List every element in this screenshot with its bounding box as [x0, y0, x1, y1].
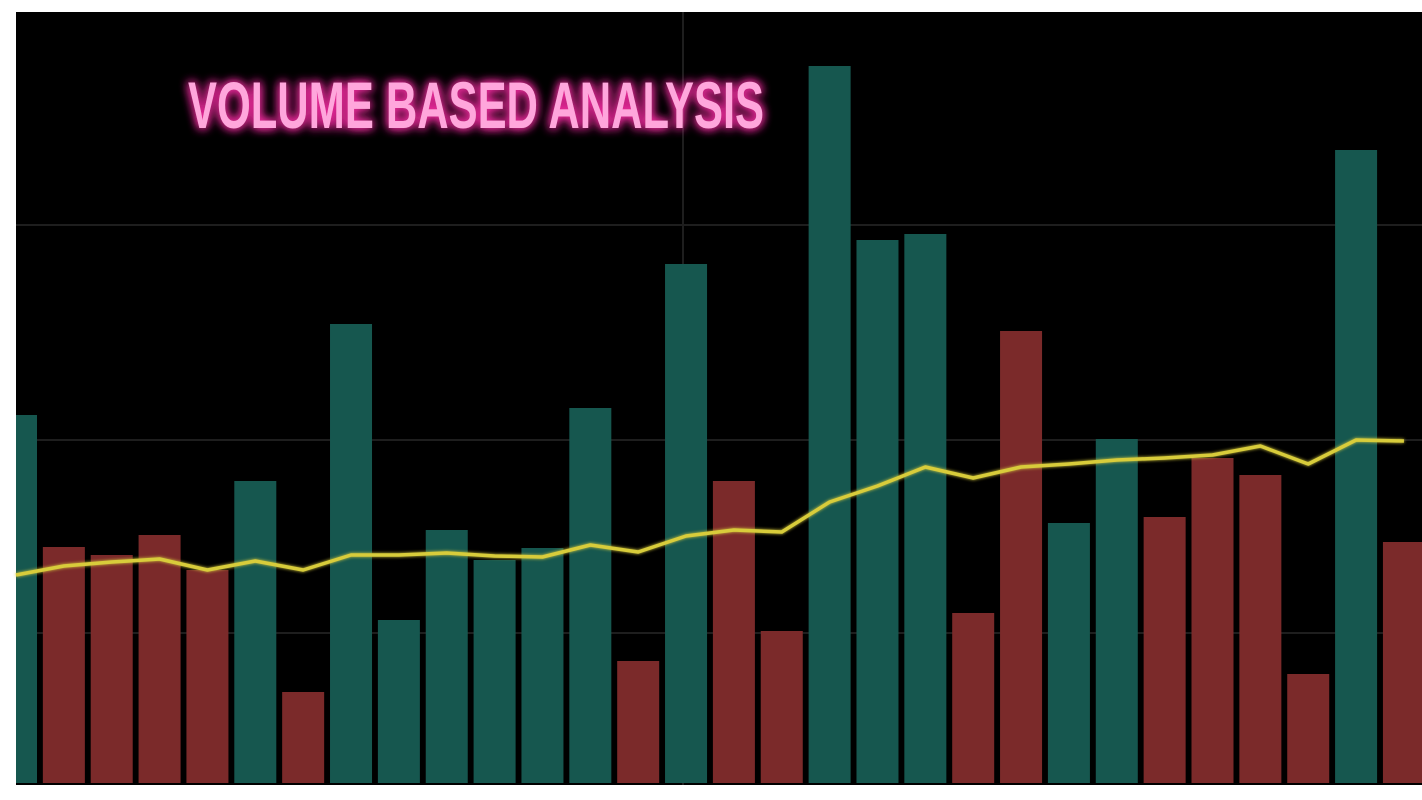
bar — [138, 535, 181, 783]
bar — [234, 481, 277, 783]
bar — [808, 66, 851, 783]
bar — [473, 560, 516, 783]
bar — [712, 481, 755, 783]
bar — [1287, 674, 1330, 783]
bar — [42, 547, 85, 783]
bar — [16, 415, 37, 783]
bar — [1095, 439, 1138, 783]
bar — [1382, 542, 1422, 783]
bar — [1191, 458, 1234, 783]
bar — [617, 661, 660, 783]
bar — [425, 530, 468, 783]
bar — [760, 631, 803, 783]
bar — [377, 620, 420, 783]
bar — [856, 240, 899, 783]
moving-average-line — [15, 438, 1404, 577]
bar — [569, 408, 612, 783]
bar — [904, 234, 947, 783]
bar — [952, 613, 995, 783]
bar — [521, 548, 564, 783]
bar — [186, 570, 229, 783]
bar — [1239, 475, 1282, 783]
bar — [1335, 150, 1378, 783]
bar — [282, 692, 325, 783]
bar — [1000, 331, 1043, 783]
bar — [90, 555, 133, 783]
bar — [665, 264, 708, 783]
bar — [1047, 523, 1090, 783]
chart-title: VOLUME BASED ANALYSIS — [188, 68, 764, 142]
bar — [1143, 517, 1186, 783]
